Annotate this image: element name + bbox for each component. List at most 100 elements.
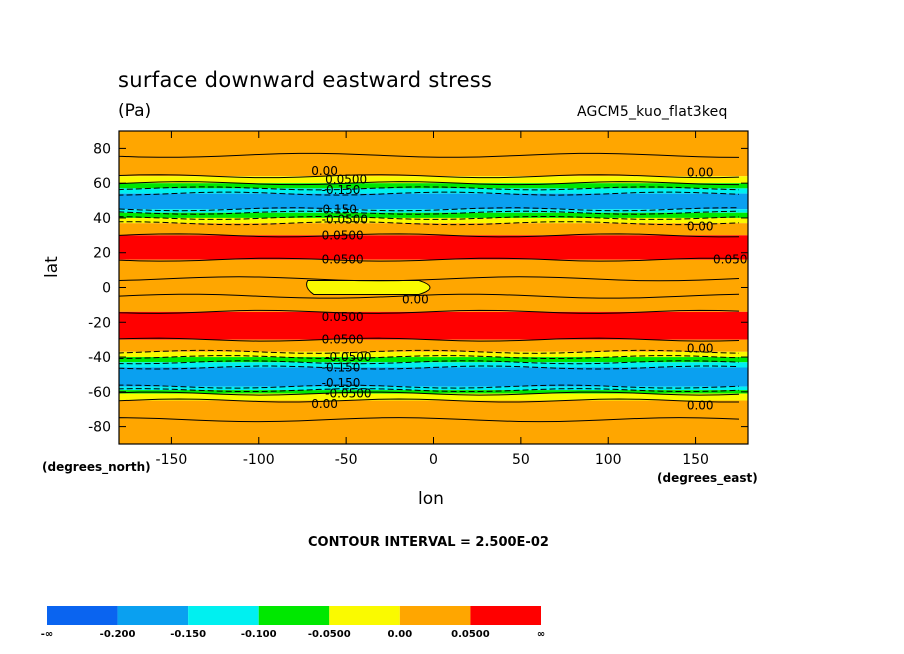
x-tick-label: -100 — [243, 452, 275, 468]
colorbar-label: 0.00 — [388, 629, 413, 640]
contour-label: 0.00 — [687, 341, 714, 355]
contour-band — [119, 223, 748, 236]
contour-line — [119, 186, 740, 191]
contour-line — [119, 210, 740, 215]
colorbar-swatch — [399, 606, 471, 625]
contour-band — [119, 259, 748, 312]
colorbar-swatch — [329, 606, 400, 625]
y-tick-label: -40 — [88, 350, 111, 366]
contour-band — [119, 339, 748, 352]
contour-band — [119, 400, 748, 444]
contour-label: 0.00 — [687, 399, 714, 413]
contour-label: -0.150 — [322, 376, 361, 390]
colorbar-swatch — [258, 606, 330, 625]
contour-line — [119, 293, 740, 299]
y-tick-label: -60 — [88, 385, 111, 401]
contour-label: 0.0500 — [322, 333, 364, 347]
contour-label: -0.0500 — [325, 350, 371, 364]
contour-band — [119, 362, 748, 368]
x-tick-label: 150 — [682, 452, 709, 468]
contour-band — [119, 351, 748, 358]
x-axis-units: (degrees_east) — [657, 471, 758, 485]
contour-band — [119, 176, 748, 184]
x-tick-label: 100 — [595, 452, 622, 468]
contour-band — [119, 193, 748, 210]
contour-band — [119, 217, 748, 224]
colorbar-label: 0.0500 — [451, 629, 490, 640]
y-tick-label: -80 — [88, 420, 111, 436]
contour-line — [119, 221, 740, 226]
contour-line — [119, 233, 740, 238]
contour-line — [119, 207, 740, 212]
y-tick-label: 0 — [102, 281, 111, 297]
contour-band — [119, 386, 748, 391]
contour-line — [119, 215, 740, 220]
chart-title: surface downward eastward stress — [118, 68, 493, 92]
contour-line — [119, 152, 740, 158]
x-tick-label: 50 — [512, 452, 530, 468]
contour-line — [119, 181, 740, 186]
colorbar-label: ∞ — [537, 629, 545, 640]
contour-label: 0.0500 — [325, 173, 367, 187]
contour-band — [119, 393, 748, 401]
contour-band — [119, 357, 748, 363]
contour-band — [119, 311, 748, 340]
contour-band — [119, 235, 748, 260]
contour-label: 0.00 — [402, 293, 429, 307]
contour-line — [119, 391, 740, 396]
colorbar-swatch — [188, 606, 259, 625]
contour-line — [119, 309, 740, 314]
contour-interval: CONTOUR INTERVAL = 2.500E-02 — [308, 535, 549, 550]
contour-label: -0.0500 — [322, 213, 368, 227]
contour-band — [119, 390, 748, 394]
contour-line — [119, 337, 740, 342]
contour-label: 0.00 — [687, 166, 714, 180]
y-tick-label: 60 — [93, 176, 111, 192]
contour-line — [119, 355, 740, 360]
contour-line — [119, 257, 740, 262]
colorbar-label: -0.200 — [100, 629, 136, 640]
colorbar-label: -∞ — [41, 629, 53, 640]
x-tick-label: -150 — [156, 452, 188, 468]
equatorial-patch — [306, 280, 431, 295]
y-tick-label: -20 — [88, 315, 111, 331]
contour-band — [119, 183, 748, 189]
colorbar-label: -0.0500 — [308, 629, 351, 640]
contour-label: 0.0500 — [713, 253, 755, 267]
colorbar-label: -0.150 — [170, 629, 206, 640]
x-tick-label: -50 — [335, 452, 358, 468]
colorbar-swatch — [470, 606, 541, 625]
contour-line — [119, 276, 740, 282]
contour-label: -0.150 — [318, 202, 357, 216]
y-axis-units: (degrees_north) — [42, 460, 151, 474]
colorbar-label: -0.100 — [241, 629, 277, 640]
contour-line — [119, 398, 740, 403]
contour-label: 0.0500 — [322, 228, 364, 242]
plot-area: 0.000.0500-0.150-0.150-0.05000.05000.050… — [119, 131, 755, 444]
contour-label: 0.00 — [311, 164, 338, 178]
contour-line — [119, 365, 740, 370]
colorbar-swatch — [117, 606, 189, 625]
contour-label: -0.0500 — [325, 387, 371, 401]
contour-line — [119, 349, 740, 354]
contour-band — [119, 209, 748, 213]
model-label: AGCM5_kuo_flat3keq — [577, 104, 728, 120]
contour-label: -0.150 — [322, 360, 361, 374]
y-tick-label: 20 — [93, 246, 111, 262]
contour-line — [119, 384, 740, 389]
y-tick-label: 80 — [93, 141, 111, 157]
contour-label: 0.00 — [311, 397, 338, 411]
contour-label: 0.0500 — [322, 310, 364, 324]
contour-label: 0.00 — [687, 220, 714, 234]
contour-band — [119, 212, 748, 218]
x-tick-label: 0 — [429, 452, 438, 468]
contour-line — [119, 388, 740, 393]
contour-line — [119, 191, 740, 196]
contour-band — [119, 131, 748, 177]
colorbar-swatch — [47, 606, 118, 625]
contour-line — [119, 174, 740, 179]
x-axis-label: lon — [418, 489, 444, 509]
contour-band — [119, 367, 748, 387]
contour-label: 0.0500 — [322, 253, 364, 267]
